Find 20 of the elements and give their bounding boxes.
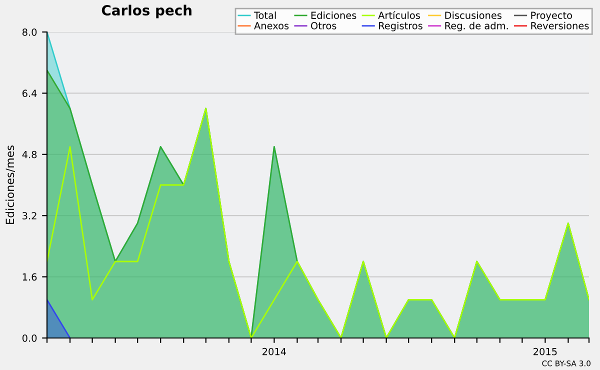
y-tick-label: 6.4	[22, 90, 37, 98]
y-tick-label: 8.0	[22, 28, 37, 36]
legend-label: Otros	[311, 22, 336, 30]
legend-label: Discusiones	[445, 11, 502, 20]
legend-label: Registros	[379, 22, 422, 32]
legend-label: Anexos	[254, 22, 289, 30]
y-tick-label: 3.2	[22, 212, 36, 220]
legend-label: Ediciones	[311, 11, 356, 20]
chart-title: Carlos pech	[102, 4, 192, 18]
x-tick-label: 2014	[262, 348, 286, 356]
y-tick-label: 4.8	[22, 150, 37, 158]
y-axis-title: Ediciones/mes	[6, 146, 15, 224]
legend-label: Total	[254, 11, 276, 20]
legend-label: Reg. de adm.	[445, 22, 508, 32]
x-tick-label: 2015	[534, 348, 557, 356]
legend-label: Proyecto	[531, 12, 572, 21]
legend-label: Reversiones	[531, 22, 589, 30]
legend-label: Artículos	[378, 11, 420, 20]
y-tick-label: 1.6	[22, 273, 37, 281]
y-tick-label: 0.0	[22, 334, 37, 342]
